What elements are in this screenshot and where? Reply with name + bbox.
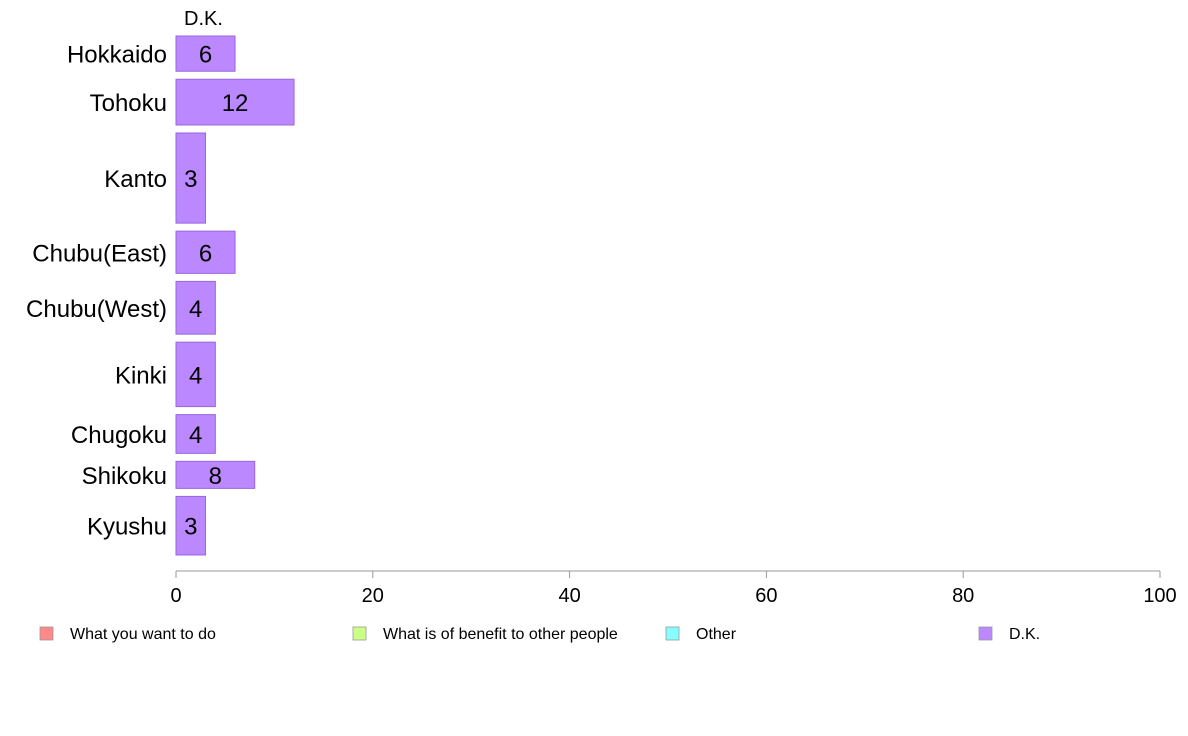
bar-value-label: 4 [189, 362, 202, 389]
bar-value-label: 6 [199, 240, 212, 267]
bar-value-label: 6 [199, 42, 212, 69]
category-labels: Hokkaido Tohoku Kanto Chubu(East) Chubu(West… [26, 42, 167, 541]
legend: What you want to do What is of benefit to… [39, 626, 1040, 643]
bar-shikoku [175, 460, 256, 489]
bar-value-label: 4 [189, 422, 202, 449]
bar-chubu-east- [175, 230, 236, 274]
category-label: Chubu(East) [32, 240, 167, 267]
bar-value-label: 4 [189, 296, 202, 323]
bar-value-label: 3 [184, 514, 197, 541]
category-label: Kanto [104, 166, 167, 193]
bar-chugoku [175, 414, 216, 454]
bar-tohoku [175, 78, 295, 126]
x-tick-label: 60 [755, 585, 777, 607]
bar-value-label: 3 [184, 166, 197, 193]
legend-label: What you want to do [70, 626, 216, 643]
x-tick-label: 20 [362, 585, 384, 607]
x-tick-label: 100 [1143, 585, 1176, 607]
legend-label: D.K. [1009, 626, 1040, 643]
legend-swatch [352, 626, 367, 641]
category-label: Kyushu [87, 514, 167, 541]
category-label: Tohoku [90, 90, 167, 117]
bar-kanto [175, 132, 207, 224]
legend-swatch [665, 626, 680, 641]
legend-swatch [39, 626, 54, 641]
bar-chubu-west- [175, 280, 216, 335]
category-label: Chugoku [71, 422, 167, 449]
bar-value-label: 8 [209, 463, 222, 490]
legend-label: What is of benefit to other people [383, 626, 618, 643]
x-tick-label: 80 [952, 585, 974, 607]
x-tick-label: 0 [170, 585, 181, 607]
column-title: D.K. [184, 8, 223, 30]
category-label: Shikoku [82, 463, 167, 490]
legend-label: Other [696, 626, 737, 643]
x-axis: 0 20 40 60 80 100 [170, 570, 1177, 607]
category-label: Hokkaido [67, 42, 167, 69]
x-tick-label: 40 [558, 585, 580, 607]
bar-value-label: 12 [222, 90, 249, 117]
bar-kinki [175, 341, 216, 408]
bar-kyushu [175, 495, 207, 556]
bar-hokkaido [175, 35, 236, 72]
legend-swatch [978, 626, 993, 641]
category-label: Chubu(West) [26, 296, 167, 323]
category-label: Kinki [115, 362, 167, 389]
